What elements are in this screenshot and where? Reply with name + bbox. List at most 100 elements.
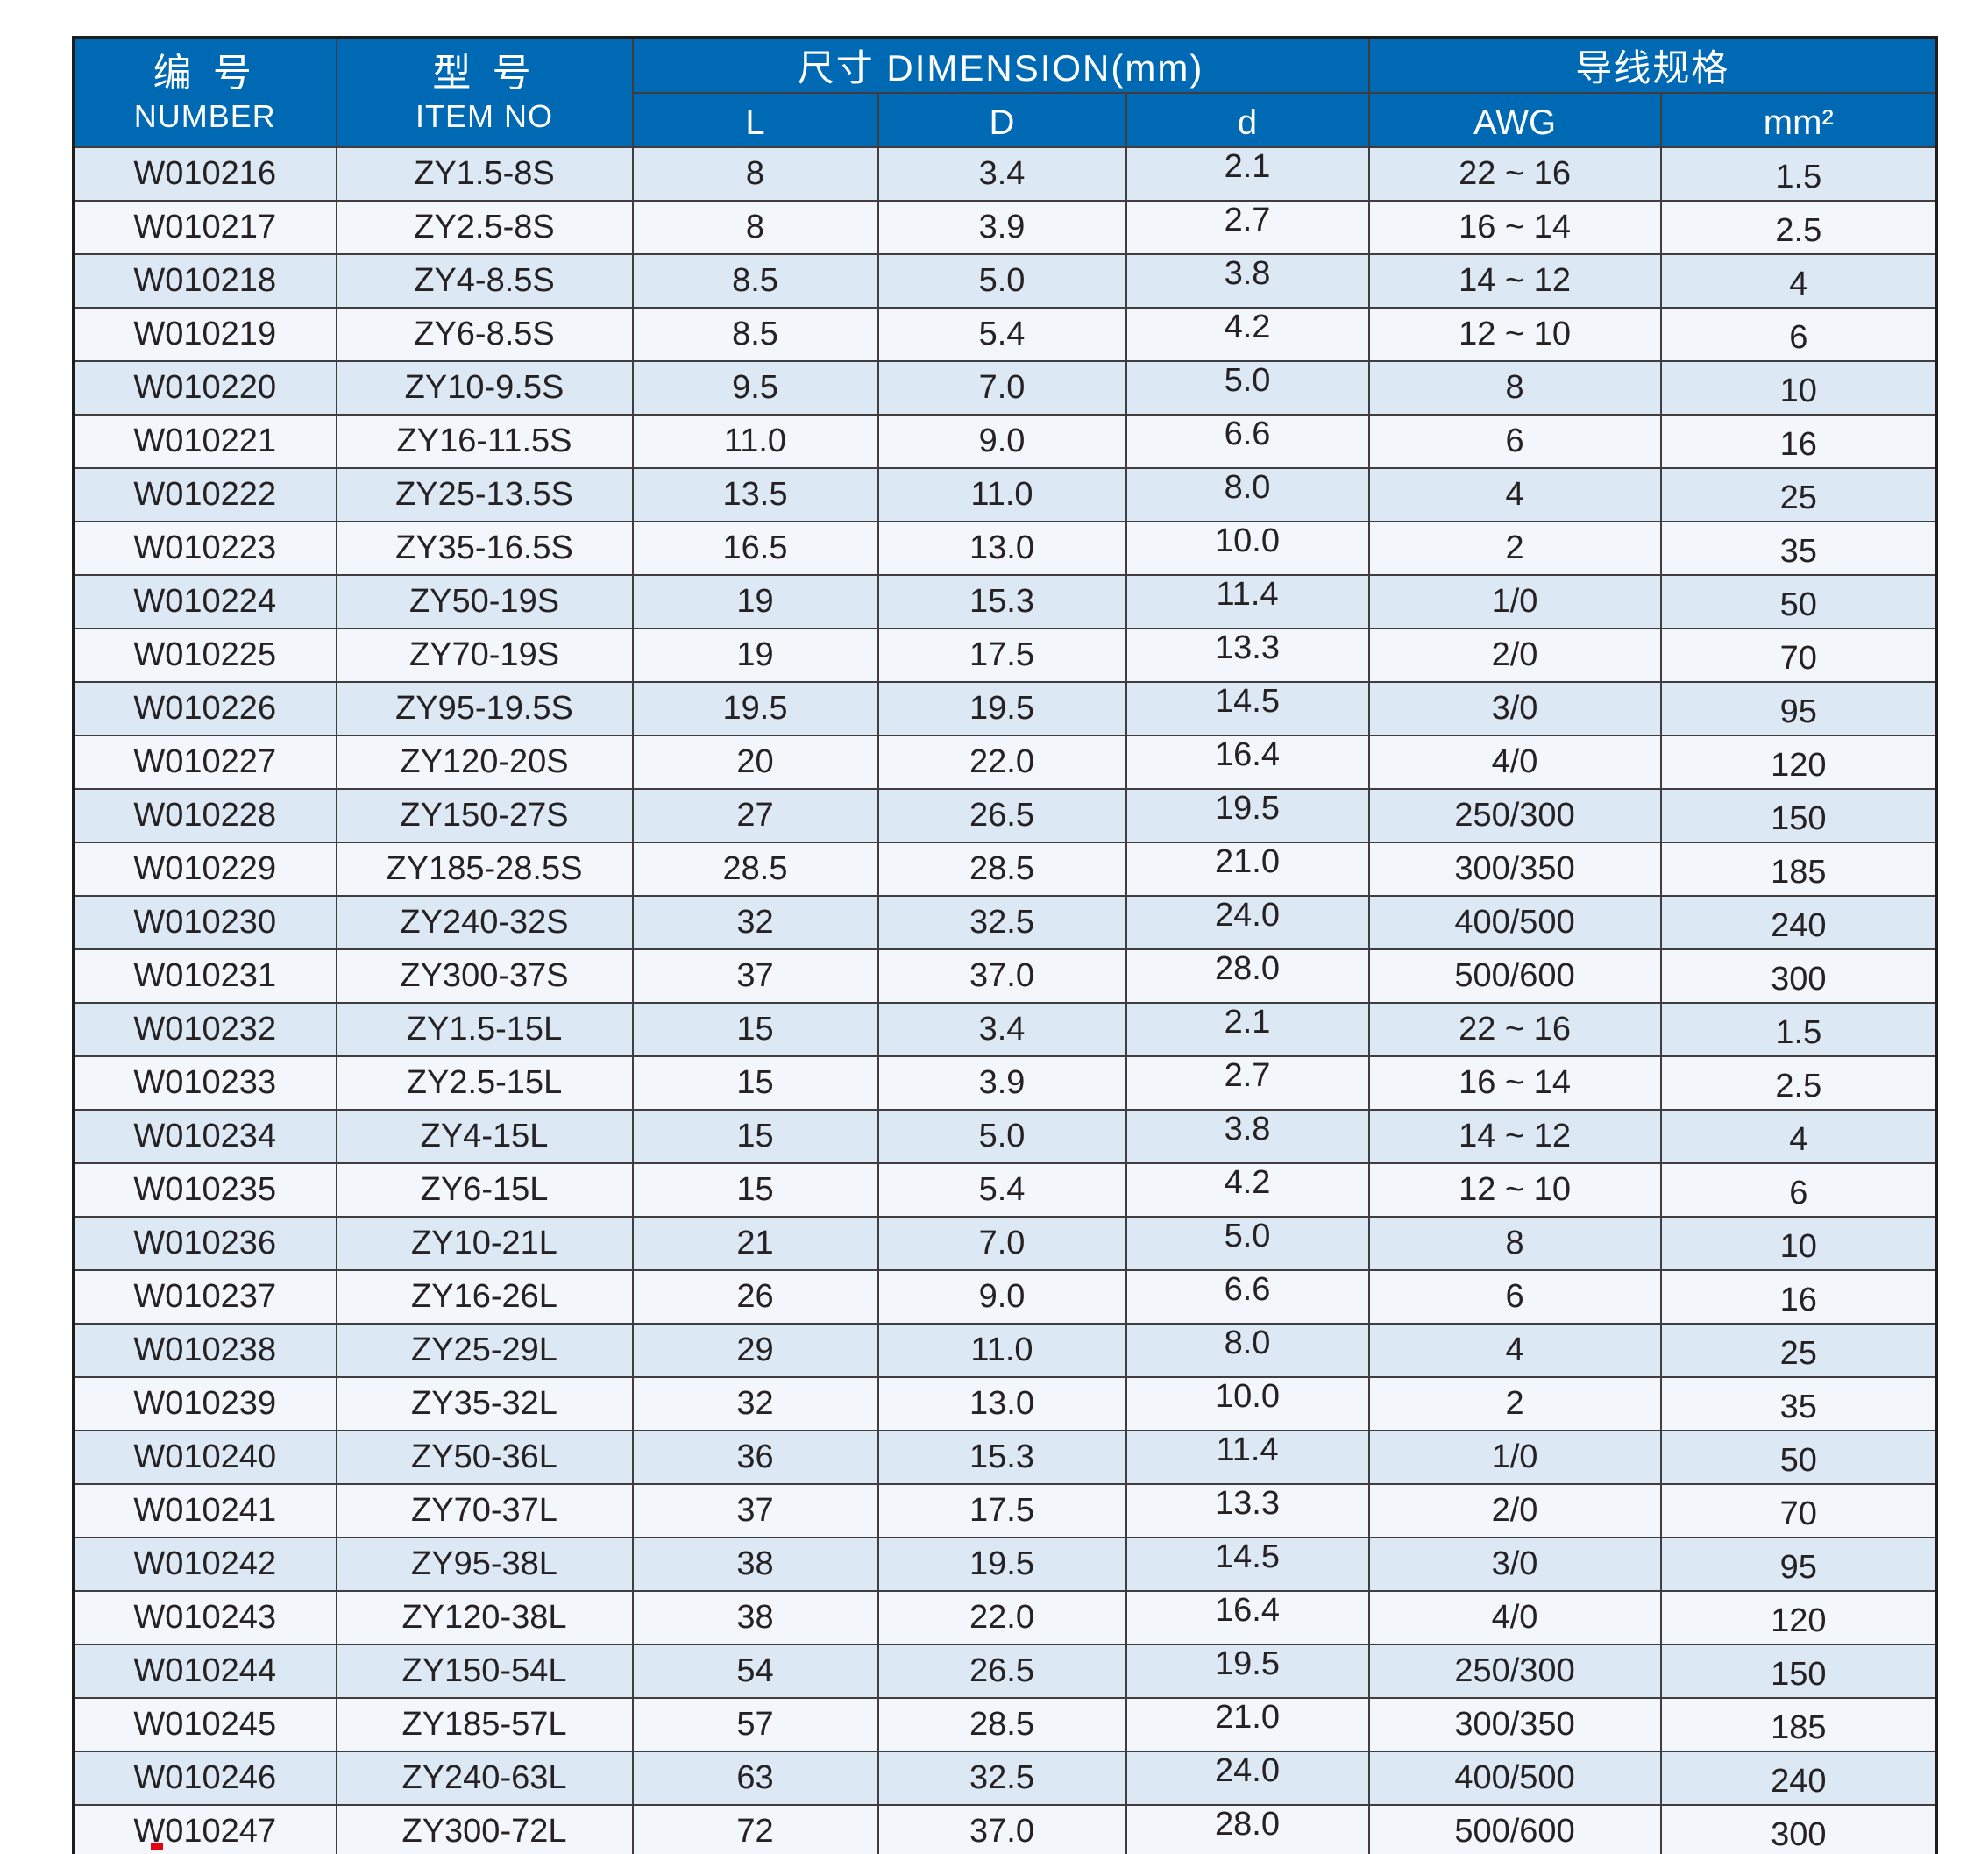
table-cell: 3.4 xyxy=(877,146,1127,202)
table-cell: W010240 xyxy=(72,1430,337,1485)
table-cell: 2.5 xyxy=(1659,1055,1938,1111)
table-cell: 9.5 xyxy=(631,360,879,416)
table-cell: 19.5 xyxy=(1125,1644,1370,1699)
table-cell: 28.5 xyxy=(877,842,1127,897)
table-cell: W010231 xyxy=(72,948,337,1004)
table-cell: ZY4-8.5S xyxy=(335,253,634,309)
table-cell: 1/0 xyxy=(1367,1430,1662,1485)
table-cell: ZY25-13.5S xyxy=(335,467,634,522)
table-cell: 24.0 xyxy=(1125,1751,1370,1806)
table-cell: W010242 xyxy=(72,1537,337,1592)
table-row: W010229 ZY185-28.5S 28.5 28.5 21.0 300/350 185 xyxy=(72,842,1938,897)
table-cell: ZY2.5-15L xyxy=(335,1055,634,1111)
table-cell: W010238 xyxy=(72,1323,337,1378)
table-cell: W010218 xyxy=(72,253,337,309)
table-cell: 72 xyxy=(631,1804,879,1854)
table-cell: 4 xyxy=(1367,467,1662,522)
table-cell: 11.0 xyxy=(877,1323,1127,1378)
table-cell: 240 xyxy=(1659,1751,1938,1806)
table-cell: 26 xyxy=(631,1269,879,1325)
table-cell: ZY35-32L xyxy=(335,1376,634,1431)
table-cell: 300 xyxy=(1659,1804,1938,1854)
table-cell: 11.4 xyxy=(1125,574,1370,629)
header-number: 编 号 NUMBER xyxy=(72,36,337,148)
table-cell: W010222 xyxy=(72,467,337,522)
table-cell: 15 xyxy=(631,1055,879,1111)
table-cell: ZY1.5-15L xyxy=(335,1002,634,1057)
table-cell: 7.0 xyxy=(877,1216,1127,1271)
table-cell: W010224 xyxy=(72,574,337,629)
table-cell: 8 xyxy=(631,200,879,255)
header-col-awg: AWG xyxy=(1367,92,1662,148)
table-row: W010231 ZY300-37S 37 37.0 28.0 500/600 300 xyxy=(72,948,1938,1004)
table-cell: 1/0 xyxy=(1367,574,1662,629)
table-cell: 14 ~ 12 xyxy=(1367,253,1662,309)
table-cell: 4.2 xyxy=(1125,307,1370,362)
table-cell: 27 xyxy=(631,788,879,843)
table-cell: 54 xyxy=(631,1644,879,1699)
table-cell: 6.6 xyxy=(1125,1269,1370,1325)
table-cell: 9.0 xyxy=(877,414,1127,469)
table-cell: 19.5 xyxy=(877,681,1127,736)
table-cell: 28.0 xyxy=(1125,948,1370,1004)
table-cell: W010227 xyxy=(72,735,337,790)
table-cell: 63 xyxy=(631,1751,879,1806)
table-cell: ZY35-16.5S xyxy=(335,521,634,576)
table-cell: 22 ~ 16 xyxy=(1367,146,1662,202)
table-cell: 5.0 xyxy=(1125,360,1370,416)
terminal-spec-table: 编 号 NUMBER 型 号 ITEM NO 尺寸 DIMENSION(mm) … xyxy=(72,36,1939,1854)
table-cell: 3/0 xyxy=(1367,1537,1662,1592)
table-cell: 32 xyxy=(631,895,879,950)
table-cell: 300/350 xyxy=(1367,842,1662,897)
table-cell: ZY95-19.5S xyxy=(335,681,634,736)
table-cell: 15 xyxy=(631,1109,879,1164)
table-cell: 36 xyxy=(631,1430,879,1485)
table-row: W010228 ZY150-27S 27 26.5 19.5 250/300 150 xyxy=(72,788,1938,843)
table-cell: 8 xyxy=(1367,360,1662,416)
table-cell: 13.3 xyxy=(1125,1483,1370,1538)
table-cell: W010225 xyxy=(72,628,337,683)
table-cell: 15 xyxy=(631,1162,879,1218)
table-cell: 8 xyxy=(1367,1216,1662,1271)
table-cell: 8.0 xyxy=(1125,1323,1370,1378)
table-cell: ZY120-20S xyxy=(335,735,634,790)
table-cell: 32.5 xyxy=(877,1751,1127,1806)
table-cell: 19.5 xyxy=(877,1537,1127,1592)
table-cell: 120 xyxy=(1659,1590,1938,1645)
table-cell: 8.5 xyxy=(631,253,879,309)
table-cell: 4 xyxy=(1367,1323,1662,1378)
table-cell: 16.4 xyxy=(1125,1590,1370,1645)
table-cell: 300 xyxy=(1659,948,1938,1004)
table-cell: 19.5 xyxy=(631,681,879,736)
header-dimension-group: 尺寸 DIMENSION(mm) xyxy=(631,36,1370,94)
table-cell: 14.5 xyxy=(1125,1537,1370,1592)
table-cell: W010235 xyxy=(72,1162,337,1218)
table-cell: 32.5 xyxy=(877,895,1127,950)
table-row: W010244 ZY150-54L 54 26.5 19.5 250/300 150 xyxy=(72,1644,1938,1699)
table-cell: 38 xyxy=(631,1537,879,1592)
table-cell: 4/0 xyxy=(1367,735,1662,790)
table-cell: ZY95-38L xyxy=(335,1537,634,1592)
table-cell: 2.1 xyxy=(1125,146,1370,202)
table-row: W010241 ZY70-37L 37 17.5 13.3 2/0 70 xyxy=(72,1483,1938,1538)
table-cell: ZY150-54L xyxy=(335,1644,634,1699)
table-cell: 5.0 xyxy=(877,253,1127,309)
table-cell: 37.0 xyxy=(877,1804,1127,1854)
table-row: W010224 ZY50-19S 19 15.3 11.4 1/0 50 xyxy=(72,574,1938,629)
table-cell: 28.0 xyxy=(1125,1804,1370,1854)
table-cell: W010236 xyxy=(72,1216,337,1271)
table-row: W010245 ZY185-57L 57 28.5 21.0 300/350 185 xyxy=(72,1697,1938,1752)
table-cell: 3.8 xyxy=(1125,253,1370,309)
table-cell: 95 xyxy=(1659,1537,1938,1592)
table-cell: ZY50-19S xyxy=(335,574,634,629)
table-cell: ZY70-37L xyxy=(335,1483,634,1538)
table-cell: 15.3 xyxy=(877,1430,1127,1485)
table-cell: ZY10-21L xyxy=(335,1216,634,1271)
table-row: W010233 ZY2.5-15L 15 3.9 2.7 16 ~ 14 2.5 xyxy=(72,1055,1938,1111)
table-cell: 3.8 xyxy=(1125,1109,1370,1164)
table-cell: 19.5 xyxy=(1125,788,1370,843)
table-cell: W010217 xyxy=(72,200,337,255)
table-cell: 35 xyxy=(1659,1376,1938,1431)
table-cell: 500/600 xyxy=(1367,1804,1662,1854)
